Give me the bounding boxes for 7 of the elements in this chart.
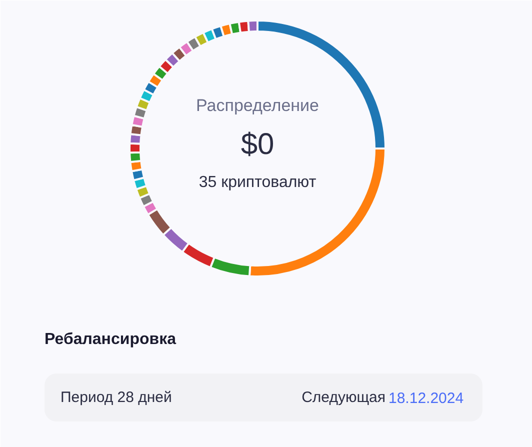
text: Ребалансировка [44,331,176,348]
text: $0 [240,128,274,161]
text: 35 криптовалют [198,174,317,191]
text: Распределение [196,96,320,115]
text: Следующая [302,389,386,406]
text: Период 28 дней [60,389,172,406]
text: 18.12.2024 [388,390,464,407]
